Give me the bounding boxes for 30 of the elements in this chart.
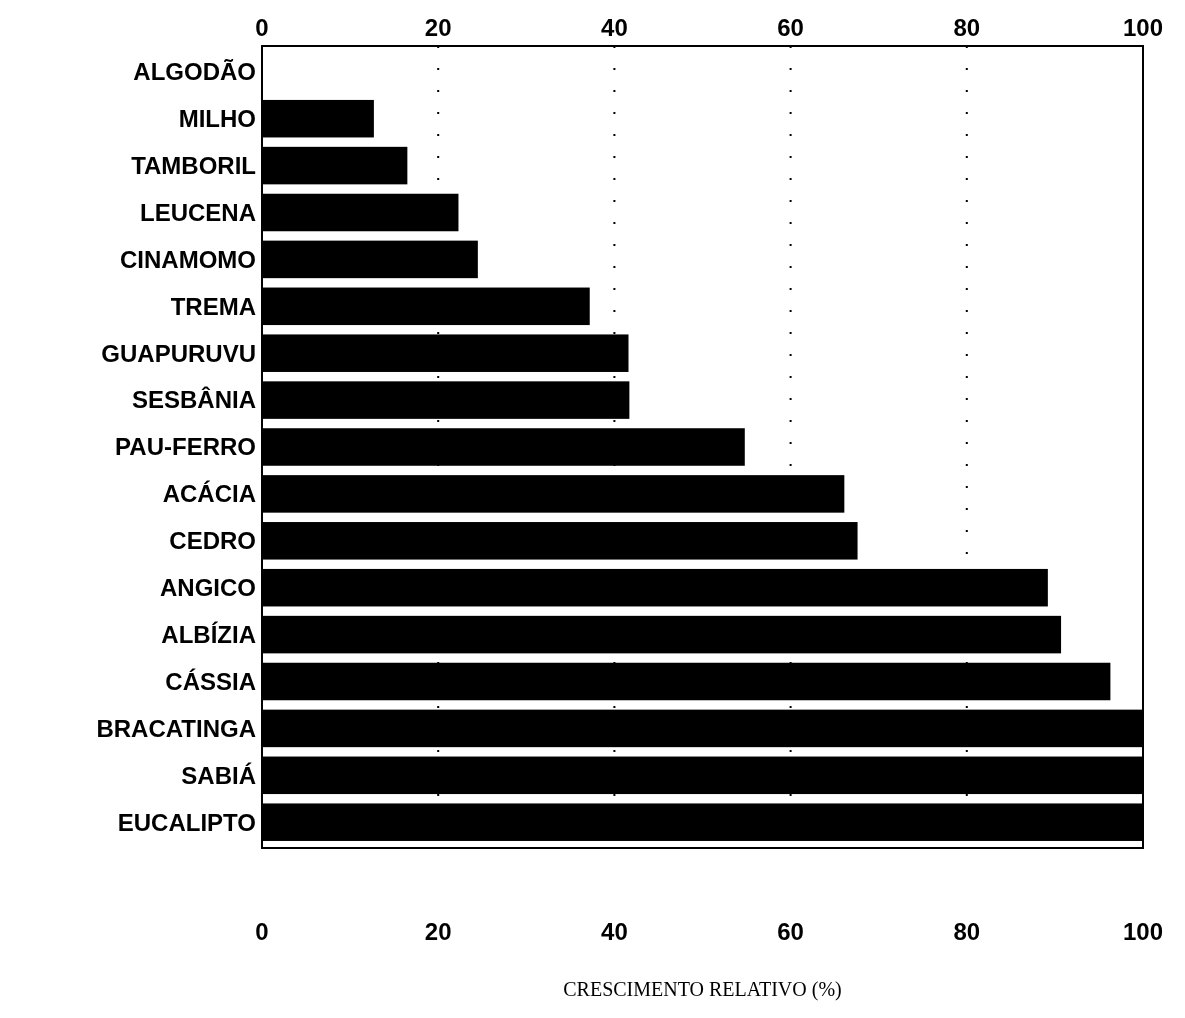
y-tick-label: EUCALIPTO xyxy=(117,808,256,836)
y-tick-label: ALBÍZIA xyxy=(161,621,256,648)
x2-tick-label: 20 xyxy=(424,918,452,945)
y-tick-label: ALGODÃO xyxy=(133,58,256,86)
y-tick-label: ACÁCIA xyxy=(162,480,256,508)
y-tick-label: SESBÂNIA xyxy=(131,386,256,414)
y-tick-label: PAU-FERRO xyxy=(115,433,256,461)
x2-tick-label: 40 xyxy=(601,918,628,945)
x-axis-title: CRESCIMENTO RELATIVO (%) xyxy=(563,978,842,1001)
x2-tick-label: 60 xyxy=(777,918,804,945)
x-tick-label: 20 xyxy=(424,14,452,41)
y-tick-label: LEUCENA xyxy=(139,198,256,226)
y-tick-label: ANGICO xyxy=(160,574,256,602)
x2-tick-label: 0 xyxy=(255,918,269,945)
y-tick-label: GUAPURUVU xyxy=(101,339,256,367)
x2-tick-label: 80 xyxy=(953,918,981,945)
y-tick-label: CINAMOMO xyxy=(120,245,256,273)
y-tick-label: CEDRO xyxy=(169,527,256,555)
y-tick-label: MILHO xyxy=(178,105,256,133)
x-tick-label: 40 xyxy=(601,14,628,41)
x2-tick-label: 100 xyxy=(1122,918,1164,945)
x-tick-label: 100 xyxy=(1122,14,1164,41)
y-tick-label: SABIÁ xyxy=(181,761,256,789)
x-tick-label: 60 xyxy=(777,14,804,41)
x-tick-label: 80 xyxy=(953,14,981,41)
y-tick-label: TAMBORIL xyxy=(131,152,256,179)
y-tick-label: BRACATINGA xyxy=(96,714,256,742)
y-tick-label: TREMA xyxy=(170,292,256,320)
x-tick-label: 0 xyxy=(255,14,269,41)
y-tick-label: CÁSSIA xyxy=(165,667,256,695)
